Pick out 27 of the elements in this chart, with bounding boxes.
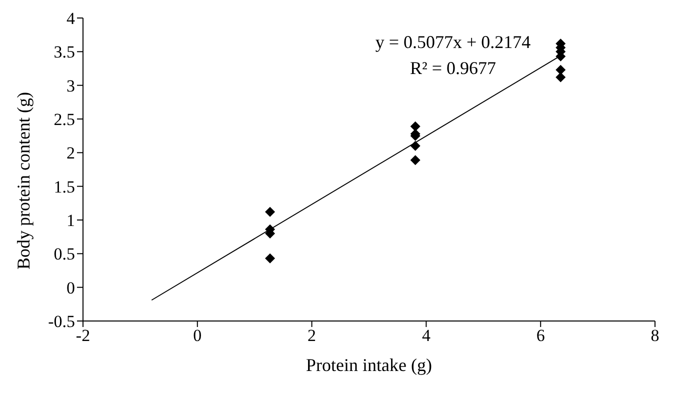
point [410, 155, 420, 166]
point [265, 206, 276, 217]
x-axis-title: Protein intake (g) [306, 355, 432, 375]
point [410, 121, 420, 132]
x-tick-label: 0 [193, 326, 202, 346]
y-tick-label: 0.5 [54, 244, 75, 264]
point [410, 140, 420, 151]
x-tick-label: 2 [308, 326, 316, 346]
y-axis-title: Body protein content (g) [13, 92, 34, 270]
x-tick-label: -2 [76, 326, 90, 346]
x-tick-label: 6 [536, 326, 545, 346]
y-tick-label: 2 [66, 144, 75, 163]
annotation: R² = 0.9677 [410, 58, 496, 78]
y-tick-label: 4 [66, 9, 76, 28]
point [265, 253, 276, 264]
point [556, 64, 566, 75]
y-tick-label: 3 [66, 76, 75, 96]
x-tick-label: 8 [650, 326, 660, 346]
y-tick-label: 2.5 [54, 110, 75, 130]
y-tick-label: 3.5 [54, 42, 75, 62]
point [556, 72, 566, 82]
y-tick-label: 1 [66, 211, 75, 230]
x-tick-label: 4 [422, 326, 431, 346]
y-tick-label: -0.5 [48, 312, 75, 332]
y-tick-label: 0 [66, 278, 75, 298]
y-tick-label: 1.5 [54, 177, 75, 196]
annotation: y = 0.5077x + 0.2174 [375, 32, 531, 52]
